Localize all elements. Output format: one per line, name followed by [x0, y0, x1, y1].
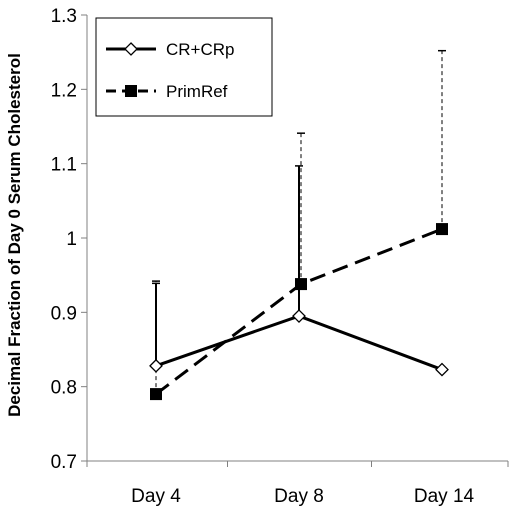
marker-cr-crp	[149, 358, 163, 373]
y-tick-label: 1.1	[51, 155, 77, 176]
marker-primref	[295, 278, 307, 291]
marker-primref	[436, 223, 448, 236]
y-tick-label: 0.9	[51, 303, 77, 324]
y-tick-label: 1.2	[51, 80, 77, 101]
y-axis-title: Decimal Fraction of Day 0 Serum Choleste…	[5, 53, 24, 417]
y-tick-label: 0.8	[51, 378, 77, 399]
legend-box	[95, 17, 273, 117]
y-tick-label: 1.3	[51, 6, 77, 27]
series-layer	[149, 49, 449, 401]
y-tick-label: 1	[66, 229, 77, 250]
marker-cr-crp	[435, 362, 449, 377]
legend-label-cr-crp: CR+CRp	[166, 40, 235, 59]
legend-label-primref: PrimRef	[166, 82, 228, 101]
x-axis-ticks: Day 4 Day 8 Day 14	[86, 461, 509, 507]
legend-marker-cr-crp	[124, 42, 138, 56]
y-axis-ticks: 0.7 0.8 0.9 1 1.1 1.2 1.3	[51, 6, 87, 473]
legend-marker-primref	[125, 85, 137, 97]
x-tick-label: Day 8	[274, 486, 324, 507]
marker-cr-crp	[292, 309, 306, 323]
y-tick-label: 0.7	[51, 452, 77, 473]
marker-primref	[150, 388, 162, 401]
legend: CR+CRp PrimRef	[95, 17, 273, 117]
x-tick-label: Day 4	[131, 486, 181, 507]
x-tick-label: Day 14	[414, 486, 475, 507]
